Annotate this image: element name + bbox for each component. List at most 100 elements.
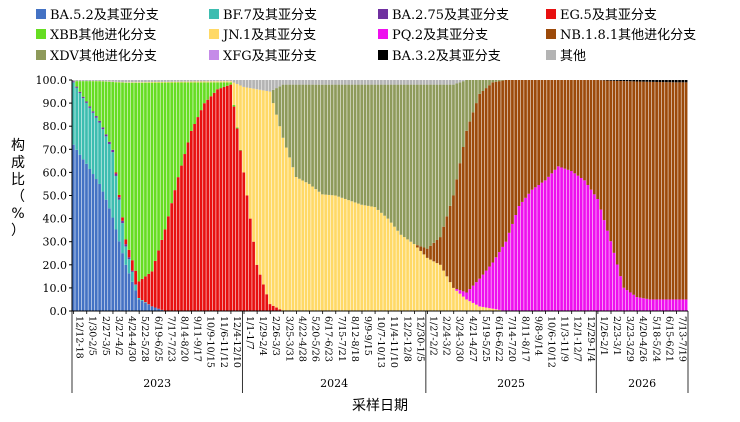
bar-segment-jn-1 <box>363 205 367 311</box>
bar-segment-jn-1 <box>419 250 423 311</box>
bar-segment-jn-1 <box>144 82 147 83</box>
bar-segment-ba-2-75 <box>117 197 121 200</box>
bar-segment-xbb <box>124 82 128 240</box>
bar-segment-jn-1 <box>412 244 416 311</box>
x-tick-label: 5/18-5/24 <box>650 316 661 362</box>
bar-segment-eg-5 <box>186 142 190 311</box>
bar-segment-bf-7 <box>78 93 82 155</box>
bar-segment-xbb <box>226 82 229 86</box>
bar-segment-xdv <box>402 84 406 238</box>
bar-segment-nb-1-8-1 <box>658 82 662 300</box>
bar-segment-jn-1 <box>471 302 475 311</box>
bar-segment-pq-2 <box>635 297 639 311</box>
bar-segment-other <box>422 80 426 85</box>
bar-segment-pq-2 <box>658 299 662 311</box>
bar-segment-pq-2 <box>642 298 645 311</box>
bar-segment-nb-1-8-1 <box>419 246 423 251</box>
bar-segment-other <box>452 80 455 85</box>
legend: BA.5.2及其亚分支 BF.7及其亚分支 BA.2.75及其亚分支 EG.5及其亚分… <box>36 8 696 64</box>
bar-segment-other <box>307 80 311 85</box>
x-tick-label: 6/15-6/21 <box>663 316 674 362</box>
bar-segment-other <box>314 80 318 85</box>
bar-segment-jn-1 <box>258 89 262 275</box>
bar-segment-nb-1-8-1 <box>579 80 583 178</box>
bar-segment-ba-2-75 <box>124 244 128 247</box>
bar-segment-other <box>321 80 324 85</box>
bar-segment-xdv <box>373 84 377 208</box>
bar-segment-eg-5 <box>170 203 174 311</box>
bar-segment-other <box>212 80 216 82</box>
legend-label: XDV其他进化分支 <box>50 49 157 64</box>
bar-segment-xdv <box>396 84 400 231</box>
bar-segment-jn-1 <box>262 90 265 285</box>
bar-segment-xdv <box>383 84 387 216</box>
bar-segment-nb-1-8-1 <box>481 90 485 275</box>
bar-segment-xbb <box>163 82 167 230</box>
bar-segment-jn-1 <box>327 194 331 311</box>
bar-segment-other <box>360 80 364 85</box>
bar-segment-other <box>419 80 423 85</box>
bar-segment-xbb <box>78 81 82 92</box>
bar-segment-jn-1 <box>347 200 350 311</box>
bar-segment-xbb <box>180 82 183 166</box>
bar-segment-jn-1 <box>350 201 354 311</box>
bar-segment-eg-5 <box>232 106 236 311</box>
x-tick-label: 8/11-8/17 <box>519 316 530 362</box>
bar-segment-nb-1-8-1 <box>478 93 482 279</box>
bar-segment-xbb <box>203 82 206 104</box>
x-tick-label: 12/12-18 <box>74 316 85 359</box>
bar-segment-jn-1 <box>160 81 164 83</box>
bar-segment-xbb <box>127 82 131 250</box>
x-tick-label: 12/4-12/10 <box>231 316 242 368</box>
bar-segment-pq-2 <box>520 201 524 311</box>
bar-segment-jn-1 <box>301 180 305 311</box>
bar-segment-pq-2 <box>534 187 537 311</box>
bar-segment-pq-2 <box>543 180 547 311</box>
bar-segment-eg-5 <box>167 216 170 311</box>
bar-segment-xdv <box>445 84 449 217</box>
bar-segment-pq-2 <box>537 185 541 311</box>
bar-segment-jn-1 <box>497 309 501 311</box>
bar-segment-other <box>239 80 242 86</box>
bar-segment-ba-2-75 <box>108 141 111 144</box>
bar-segment-other <box>340 80 344 85</box>
bar-segment-xbb <box>167 82 170 217</box>
bar-segment-ba-3-2 <box>648 80 652 82</box>
bar-segment-nb-1-8-1 <box>553 80 557 170</box>
bar-segment-xdv <box>412 84 416 245</box>
bar-segment-other <box>363 80 367 85</box>
bar-segment-xdv <box>399 84 403 235</box>
bar-segment-other <box>458 80 462 83</box>
bar-segment-other <box>271 80 275 90</box>
bar-segment-ba-2-75 <box>101 127 105 130</box>
bar-segment-bf-7 <box>144 302 147 303</box>
bar-segment-other <box>222 80 226 82</box>
bar-segment-ba-2-75 <box>85 101 88 103</box>
bar-segment-other <box>183 80 187 82</box>
bar-segment-xbb <box>222 82 226 87</box>
bar-segment-other <box>242 80 246 87</box>
bar-segment-jn-1 <box>429 259 432 311</box>
bar-segment-eg-5 <box>219 88 223 312</box>
bar-segment-xdv <box>471 80 475 113</box>
bar-segment-xdv <box>465 80 468 131</box>
bar-segment-pq-2 <box>501 246 504 311</box>
x-tick-label: 7/13-7/19 <box>677 316 688 362</box>
bar-segment-xdv <box>298 84 301 179</box>
bar-segment-other <box>114 80 118 82</box>
bar-segment-eg-5 <box>163 229 167 311</box>
bar-segment-jn-1 <box>189 81 193 83</box>
bar-segment-eg-5 <box>150 271 154 307</box>
bar-segment-pq-2 <box>589 189 593 311</box>
bar-segment-xdv <box>281 84 285 138</box>
bar-segment-pq-2 <box>592 194 596 311</box>
bar-segment-xdv <box>461 81 465 147</box>
bar-segment-jn-1 <box>281 137 285 311</box>
bar-segment-other <box>412 80 416 85</box>
bar-segment-pq-2 <box>563 168 567 311</box>
bar-segment-pq-2 <box>681 299 685 311</box>
bar-segment-other <box>324 80 328 85</box>
bar-segment-bf-7 <box>117 199 121 242</box>
bar-segment-pq-2 <box>678 299 681 311</box>
bar-segment-xdv <box>327 84 331 195</box>
